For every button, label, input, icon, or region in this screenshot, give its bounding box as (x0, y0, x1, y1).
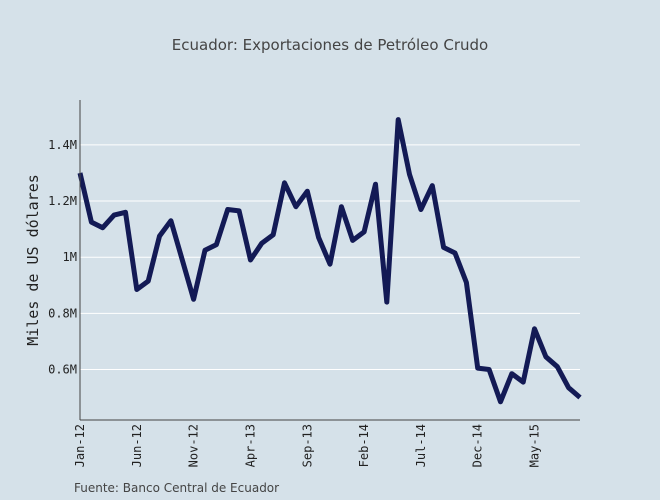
data-point (543, 354, 548, 359)
y-tick-label: 1M (63, 250, 77, 264)
data-point (134, 287, 139, 292)
data-point (566, 385, 571, 390)
data-point (453, 250, 458, 255)
data-point (373, 182, 378, 187)
data-point (293, 204, 298, 209)
data-point (168, 218, 173, 223)
x-tick-label: Jul-14 (414, 424, 428, 467)
data-point (259, 241, 264, 246)
data-point (418, 207, 423, 212)
y-axis-label: Miles de US dólares (24, 174, 42, 346)
data-point (112, 213, 117, 218)
data-point (225, 207, 230, 212)
data-point (396, 117, 401, 122)
data-point (100, 225, 105, 230)
data-point (339, 204, 344, 209)
data-point (521, 380, 526, 385)
data-point (316, 235, 321, 240)
data-point (237, 208, 242, 213)
data-point (157, 234, 162, 239)
data-point (362, 229, 367, 234)
data-point (407, 172, 412, 177)
data-point (384, 300, 389, 305)
data-point (328, 262, 333, 267)
data-point (350, 238, 355, 243)
y-tick-label: 1.2M (48, 194, 77, 208)
data-point (532, 326, 537, 331)
data-point (248, 258, 253, 263)
x-tick-label: Sep-13 (300, 424, 314, 467)
data-point (487, 367, 492, 372)
axes: 0.6M 0.8M 1M 1.2M 1.4M Jan-12 Jun-12 Nov-12 Apr-… (48, 100, 580, 467)
data-point (464, 280, 469, 285)
data-point (509, 371, 514, 376)
y-tick-label: 0.6M (48, 362, 77, 376)
x-tick-label: Apr-13 (243, 424, 257, 467)
data-point (214, 242, 219, 247)
data-point (203, 248, 208, 253)
data-point (180, 258, 185, 263)
x-tick-label: Dec-14 (471, 424, 485, 467)
data-point (191, 297, 196, 302)
x-tick-label: Nov-12 (187, 424, 201, 467)
y-tick-label: 1.4M (48, 138, 77, 152)
data-point (475, 366, 480, 371)
data-point (498, 399, 503, 404)
data-point (430, 183, 435, 188)
x-tick-label: Jan-12 (73, 424, 87, 467)
chart-title: Ecuador: Exportaciones de Petróleo Crudo (172, 36, 488, 54)
x-tick-label: Feb-14 (357, 424, 371, 467)
plot-area (77, 117, 583, 405)
data-point (555, 364, 560, 369)
source-note: Fuente: Banco Central de Ecuador (74, 481, 279, 495)
x-tick-label: May-15 (528, 424, 542, 467)
data-point (578, 395, 583, 400)
data-point (441, 245, 446, 250)
data-point (271, 232, 276, 237)
data-point (305, 189, 310, 194)
data-point (89, 220, 94, 225)
series-line (77, 117, 582, 405)
data-point (123, 210, 128, 215)
data-point (282, 180, 287, 185)
x-tick-label: Jun-12 (130, 424, 144, 467)
y-tick-label: 0.8M (48, 306, 77, 320)
data-point (146, 279, 151, 284)
